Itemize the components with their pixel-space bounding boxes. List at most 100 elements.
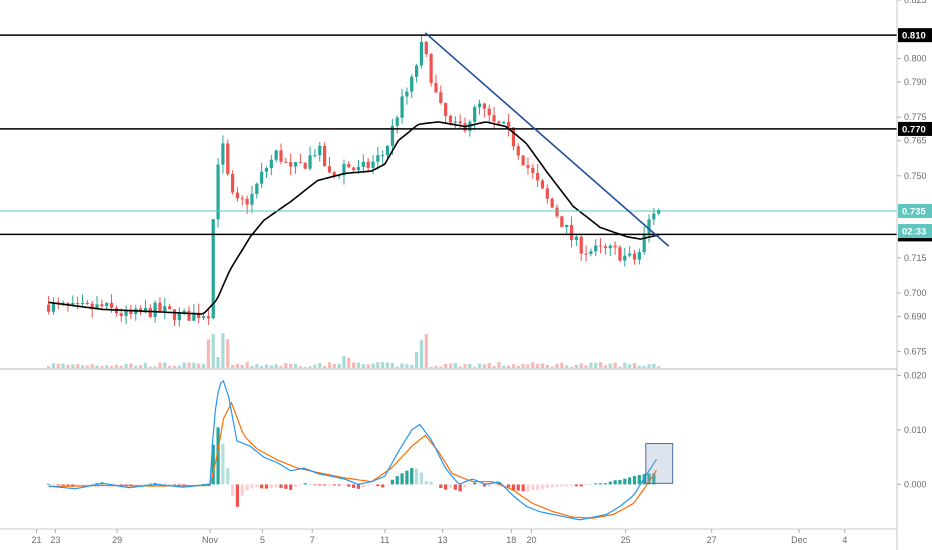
volume-bar xyxy=(487,363,491,368)
volume-bar xyxy=(603,365,608,368)
volume-bar xyxy=(260,366,264,368)
volume-bar xyxy=(342,356,346,368)
macd-histogram-bar xyxy=(565,484,569,487)
candle-body xyxy=(381,155,385,157)
candle-body xyxy=(632,253,637,260)
volume-bar xyxy=(95,365,99,368)
candle-body xyxy=(264,168,269,172)
candle-body xyxy=(579,236,583,254)
macd-tick-label: 0.000 xyxy=(904,479,927,489)
macd-histogram-bar xyxy=(342,484,346,486)
price-tick-label: 0.715 xyxy=(904,253,927,263)
volume-bar xyxy=(473,366,477,368)
volume-bar xyxy=(61,363,65,368)
candle-body xyxy=(298,162,302,164)
volume-bar xyxy=(434,365,438,368)
volume-bar xyxy=(332,363,336,368)
candle-body xyxy=(385,145,390,156)
macd-panel[interactable] xyxy=(47,379,674,521)
macd-histogram-bar xyxy=(487,484,491,487)
macd-histogram-bar xyxy=(153,482,157,485)
macd-histogram-bar xyxy=(463,484,467,488)
macd-line xyxy=(48,379,658,521)
candle-body xyxy=(129,309,133,315)
volume-bar xyxy=(298,366,302,368)
candle-body xyxy=(318,145,322,156)
volume-bar xyxy=(395,366,399,368)
volume-bar xyxy=(192,362,196,368)
macd-histogram-bar xyxy=(158,483,162,485)
macd-histogram-bar xyxy=(51,484,56,486)
candle-body xyxy=(657,209,661,214)
candles[interactable] xyxy=(47,34,661,327)
time-tick-label: 11 xyxy=(380,535,389,545)
macd-histogram-bar xyxy=(613,480,617,485)
volume-bar xyxy=(85,365,89,368)
volume-bar xyxy=(453,363,457,368)
macd-histogram-bar xyxy=(80,484,85,486)
macd-histogram-bar xyxy=(381,484,385,488)
macd-histogram-bar xyxy=(337,484,341,486)
macd-histogram-bar xyxy=(603,483,608,485)
candle-body xyxy=(61,302,65,304)
volume-bar xyxy=(492,366,496,368)
volume-bar xyxy=(385,362,390,368)
macd-histogram-bar xyxy=(405,470,409,485)
volume-bar xyxy=(560,362,564,368)
volume-bar xyxy=(322,365,327,368)
macd-histogram-bar xyxy=(255,484,259,488)
candle-body xyxy=(245,198,249,205)
volume-bar xyxy=(657,366,661,368)
volume-bar xyxy=(531,362,535,368)
time-tick-label: 18 xyxy=(506,535,516,545)
candle-body xyxy=(395,117,399,126)
volume-bar xyxy=(468,363,472,368)
macd-histogram-bar xyxy=(371,484,375,486)
candle-body xyxy=(400,96,404,118)
candle-body xyxy=(206,316,210,319)
candle-body xyxy=(419,41,424,66)
macd-histogram-bar xyxy=(356,484,361,489)
volume-bar xyxy=(594,362,598,368)
time-tick-label: 29 xyxy=(112,535,122,545)
time-tick-label: 27 xyxy=(707,535,717,545)
macd-histogram-bar xyxy=(313,484,317,486)
macd-histogram-bar xyxy=(274,484,278,488)
volume-bar xyxy=(293,363,298,368)
candle-body xyxy=(361,161,365,167)
volume-bar xyxy=(100,366,104,368)
volume-bar xyxy=(361,364,365,368)
macd-histogram-bar xyxy=(293,484,298,487)
macd-histogram-bar xyxy=(492,484,496,486)
volume-bar xyxy=(66,364,70,368)
macd-histogram-bar xyxy=(502,484,506,486)
volume-bar xyxy=(613,362,617,368)
volume-bar xyxy=(197,363,201,368)
volume-bar xyxy=(318,363,322,368)
candle-body xyxy=(569,224,574,240)
candle-body xyxy=(337,175,341,177)
price-tick-label: 0.690 xyxy=(904,311,927,321)
volume-bar xyxy=(356,362,361,368)
candle-body xyxy=(274,150,278,160)
volume-bar xyxy=(235,363,240,368)
volume-bar xyxy=(371,363,375,368)
macd-histogram-bar xyxy=(376,484,380,487)
candle-body xyxy=(172,309,177,321)
volume-bar xyxy=(250,366,254,368)
candle-body xyxy=(647,219,651,234)
candle-body xyxy=(293,162,298,167)
macd-histogram-bar xyxy=(569,484,574,486)
candle-body xyxy=(71,302,75,306)
macd-histogram-bar xyxy=(579,484,583,487)
candle-body xyxy=(322,145,327,167)
macd-histogram-bar xyxy=(119,484,123,486)
time-tick-label: Nov xyxy=(202,535,219,545)
macd-histogram-bar xyxy=(264,484,269,489)
macd-histogram-bar xyxy=(618,479,622,485)
volume-bar xyxy=(555,363,559,368)
macd-histogram-bar xyxy=(477,484,482,486)
candle-body xyxy=(477,103,482,108)
